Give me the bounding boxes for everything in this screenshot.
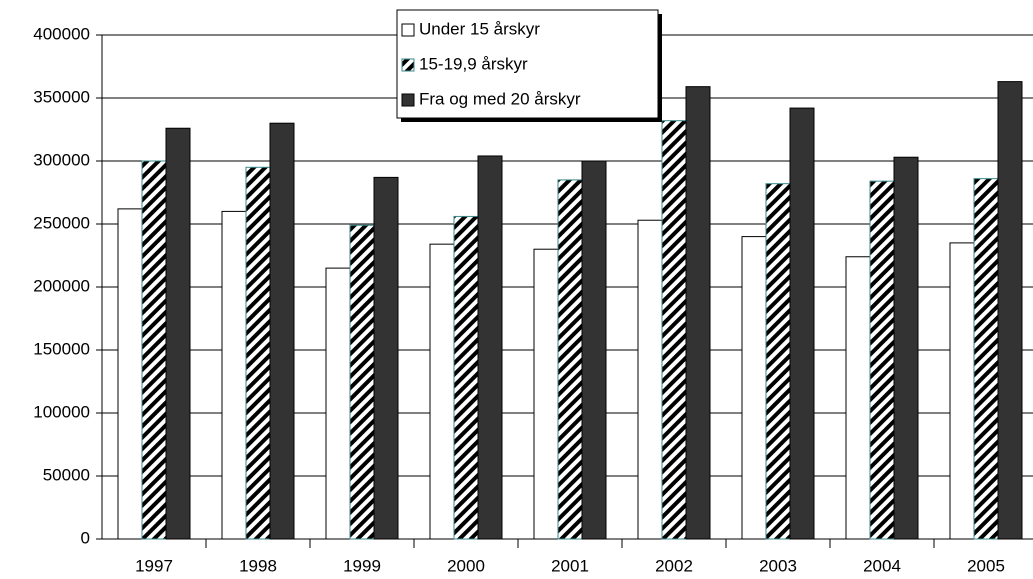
bar [117,208,143,540]
y-tick-label: 0 [81,528,90,547]
x-tick-label: 2000 [447,556,485,575]
bar [221,210,247,540]
x-tick-label: 2003 [759,556,797,575]
y-tick-label: 150000 [33,339,90,358]
bar [741,236,767,540]
bar [661,120,687,540]
x-tick-label: 1999 [343,556,381,575]
x-tick-label: 1997 [135,556,173,575]
bar [997,81,1023,540]
legend-swatch [401,58,415,72]
bar [477,155,503,540]
y-tick-label: 50000 [43,465,90,484]
bar [765,183,791,540]
x-tick-label: 2005 [967,556,1005,575]
bar [845,256,871,540]
legend-label: 15-19,9 årskyr [419,54,528,73]
legend-label: Fra og med 20 årskyr [419,89,581,108]
legend-swatch [401,23,415,37]
y-tick-label: 100000 [33,402,90,421]
legend: Under 15 årskyr 15-19,9 årskyr Fra og med … [396,9,659,119]
legend-swatch [401,93,415,107]
y-tick-label: 350000 [33,87,90,106]
bar [685,86,711,540]
bar [973,178,999,540]
bar [453,215,479,540]
y-tick-label: 400000 [33,24,90,43]
bar [165,127,191,540]
bar [557,179,583,540]
y-tick-label: 250000 [33,213,90,232]
bar [373,176,399,540]
bar [141,160,167,540]
bar [269,122,295,540]
x-tick-label: 1998 [239,556,277,575]
x-tick-label: 2001 [551,556,589,575]
bar [637,219,663,540]
bar [869,180,895,540]
x-tick-label: 2002 [655,556,693,575]
y-tick-label: 300000 [33,150,90,169]
bar [533,248,559,540]
y-tick-label: 200000 [33,276,90,295]
bar [581,160,607,540]
bar [789,107,815,540]
bar [349,224,375,540]
bar [245,166,271,540]
legend-label: Under 15 årskyr [419,19,540,38]
bar [429,243,455,540]
x-tick-label: 2004 [863,556,901,575]
bar [325,267,351,540]
legend-box [396,9,659,119]
bar [893,156,919,540]
bar [949,242,975,540]
